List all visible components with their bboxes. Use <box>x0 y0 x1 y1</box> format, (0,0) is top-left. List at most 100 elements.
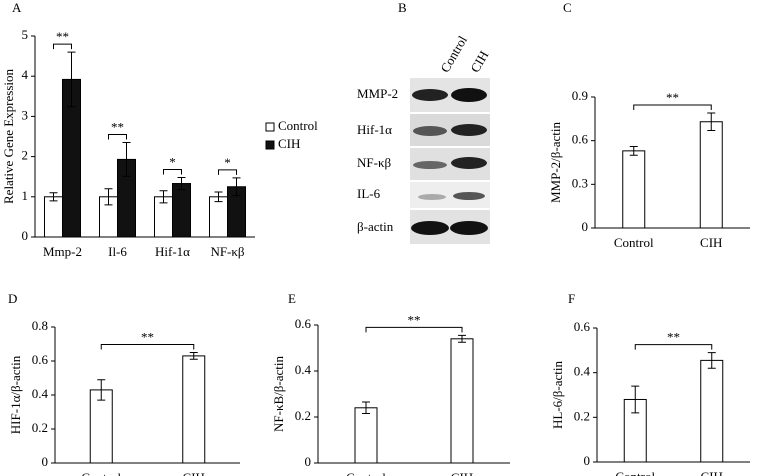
bar <box>209 196 228 238</box>
bar <box>699 121 723 229</box>
x-tick-label: Control <box>346 470 386 476</box>
y-tick-label: 0 <box>42 454 49 469</box>
blot-band <box>451 157 487 169</box>
y-axis-title: MMP-2/β-actin <box>548 122 563 203</box>
bar <box>182 355 206 464</box>
y-axis-title: Relative Gene Expression <box>1 68 16 204</box>
error-bar <box>629 145 638 156</box>
y-tick-label: 0.2 <box>295 408 311 423</box>
error-bar <box>707 112 716 131</box>
significance-bracket <box>218 169 237 175</box>
x-tick-label: Hif-1α <box>155 244 190 259</box>
y-tick-label: 0.9 <box>572 88 588 103</box>
significance-label: * <box>169 154 176 169</box>
y-tick-label: 0.4 <box>574 364 591 379</box>
blot-band <box>413 126 447 136</box>
y-tick-label: 1 <box>22 188 29 203</box>
significance-bracket <box>100 344 195 350</box>
error-bar <box>49 192 58 202</box>
y-axis-title: NF-κB/β-actin <box>271 356 286 432</box>
panel-label: A <box>12 0 22 15</box>
significance-bracket <box>163 169 182 175</box>
significance-bracket <box>634 344 713 350</box>
x-tick-label: NF-κβ <box>210 244 244 259</box>
y-tick-label: 0 <box>22 228 29 243</box>
x-tick-label: CIH <box>701 469 723 476</box>
significance-label: ** <box>56 29 69 44</box>
error-bar <box>159 190 168 204</box>
panel-label: B <box>398 0 407 15</box>
blot-row-label: NF-κβ <box>357 155 391 170</box>
y-axis-title: HIF-1α/β-actin <box>8 355 23 434</box>
y-tick-label: 0.3 <box>572 175 588 190</box>
error-bar <box>362 401 370 415</box>
error-bar <box>177 177 186 191</box>
significance-label: ** <box>408 312 421 327</box>
x-tick-label: CIH <box>451 470 473 476</box>
blot-row-label: IL-6 <box>357 186 381 201</box>
y-tick-label: 0.6 <box>574 319 591 334</box>
blot-band <box>453 192 485 200</box>
blot-column-label: Control <box>437 33 470 75</box>
panel-label: F <box>568 291 575 306</box>
panel-label: D <box>8 291 17 306</box>
x-tick-label: Il-6 <box>108 244 127 259</box>
y-tick-label: 5 <box>22 27 29 42</box>
error-bar <box>189 352 198 360</box>
legend-label: Control <box>278 118 318 133</box>
blot-panel: B Control CIH MMP-2 Hif-1α NF-κβ IL-6 β-… <box>357 0 491 244</box>
bar <box>172 183 191 238</box>
y-tick-label: 0.6 <box>295 316 312 331</box>
error-bar <box>104 188 113 206</box>
blot-row-label: Hif-1α <box>357 122 392 137</box>
y-tick-label: 0.4 <box>32 386 49 401</box>
significance-bracket <box>633 104 712 111</box>
y-tick-label: 2 <box>22 148 29 163</box>
error-bar <box>232 177 241 197</box>
significance-label: ** <box>111 120 124 135</box>
blot-row-label: β-actin <box>357 219 394 234</box>
y-tick-label: 0.2 <box>32 420 48 435</box>
error-bar <box>631 385 640 414</box>
blot-band <box>450 221 488 235</box>
error-bar <box>458 334 466 343</box>
legend-label: CIH <box>278 136 300 151</box>
legend-swatch <box>265 122 275 132</box>
bar <box>622 150 646 229</box>
blot-band <box>451 124 487 136</box>
blot-band <box>413 161 447 169</box>
bar <box>354 407 378 464</box>
y-tick-label: 0.2 <box>574 408 590 423</box>
significance-label: * <box>224 155 231 170</box>
blot-row-label: MMP-2 <box>357 86 398 101</box>
significance-bracket <box>108 134 127 140</box>
blot-band <box>412 89 448 101</box>
x-tick-label: Control <box>614 235 654 250</box>
significance-label: ** <box>666 90 679 105</box>
y-tick-label: 0 <box>584 453 591 468</box>
y-tick-label: 0.6 <box>32 352 49 367</box>
y-tick-label: 0 <box>305 454 312 469</box>
significance-label: ** <box>667 330 680 345</box>
error-bar <box>97 379 106 401</box>
error-bar <box>707 352 716 369</box>
bar <box>44 196 63 238</box>
bar <box>89 389 113 464</box>
y-tick-label: 0.4 <box>295 362 312 377</box>
x-tick-label: Control <box>615 469 655 476</box>
x-tick-label: Mmp-2 <box>43 244 82 259</box>
panel-label: C <box>563 0 572 15</box>
bar <box>700 359 724 463</box>
blot-column-label: CIH <box>467 48 491 75</box>
error-bar <box>67 51 76 108</box>
y-tick-label: 0.8 <box>32 318 48 333</box>
blot-band <box>451 88 487 102</box>
y-tick-label: 0.6 <box>572 132 589 147</box>
y-tick-label: 3 <box>22 107 29 122</box>
x-tick-label: CIH <box>700 235 722 250</box>
legend-swatch <box>265 140 275 150</box>
significance-bracket <box>365 326 463 333</box>
error-bar <box>214 191 223 203</box>
y-tick-label: 4 <box>22 67 29 82</box>
